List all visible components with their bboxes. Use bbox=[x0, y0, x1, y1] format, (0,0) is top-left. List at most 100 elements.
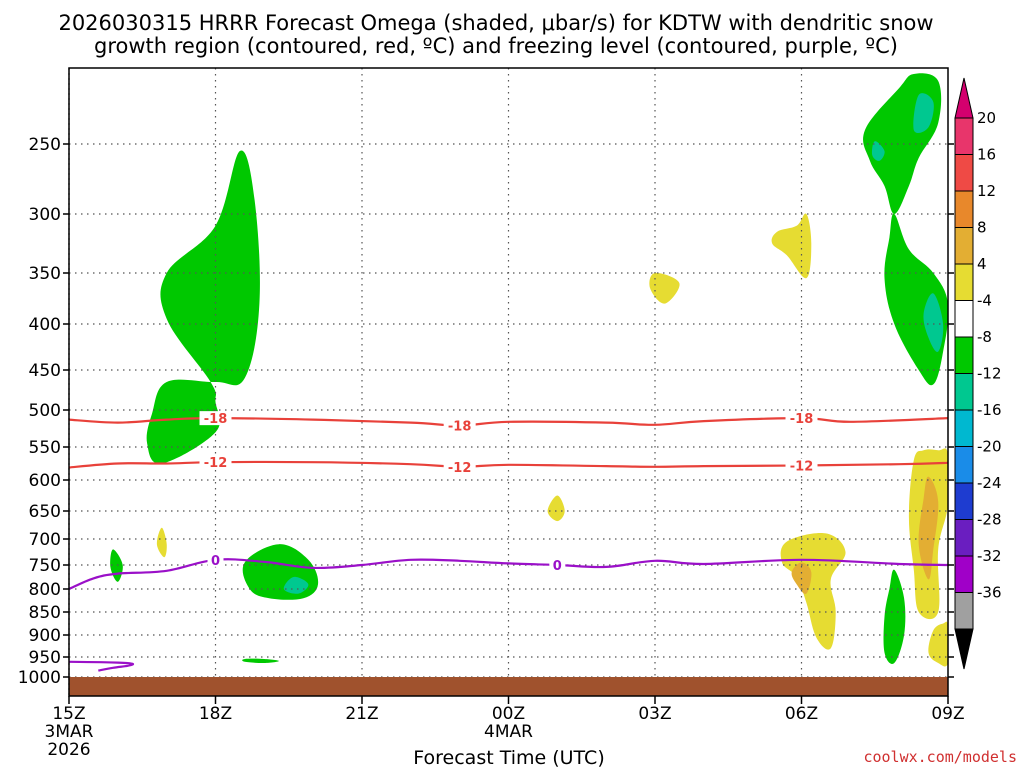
grid bbox=[69, 68, 948, 696]
y-tick-label-750: 750 bbox=[29, 556, 61, 576]
y-tick-label-700: 700 bbox=[29, 530, 61, 550]
credit-text: coolwx.com/models bbox=[863, 748, 1017, 766]
y-axis-pressure: 250 300 350 400 450 500 550 600 650 700 750 800 850 9… bbox=[18, 135, 954, 688]
y-tick-label-300: 300 bbox=[29, 205, 61, 225]
y-tick-label-450: 450 bbox=[29, 361, 61, 381]
omega-down-8-f-region bbox=[918, 476, 939, 580]
freezing-level-surface-contour bbox=[69, 660, 135, 672]
colorbar-tick-5: -4 bbox=[977, 292, 992, 310]
y-tick-label-250: 250 bbox=[29, 135, 61, 155]
dgz-minus12-label-1: -12 bbox=[448, 461, 472, 476]
omega-down-4-a-region bbox=[156, 527, 167, 558]
dgz-minus18-label-2: -18 bbox=[790, 412, 814, 427]
colorbar-tick-13: -36 bbox=[977, 584, 1002, 602]
x-tick-label-21Z: 21Z bbox=[345, 704, 378, 724]
x-tick-label-15Z: 15Z bbox=[52, 704, 85, 724]
chart-title-line1: 2026030315 HRRR Forecast Omega (shaded, … bbox=[58, 11, 933, 35]
colorbar-tick-1: 16 bbox=[977, 146, 996, 164]
colorbar-tick-3: 8 bbox=[977, 219, 987, 237]
freezing-level-label-1: 0 bbox=[553, 559, 562, 574]
colorbar-swatch-10 bbox=[954, 482, 974, 520]
colorbar-tick-4: 4 bbox=[977, 255, 987, 273]
omega-down-4-d-region bbox=[771, 213, 812, 279]
y-tick-label-500: 500 bbox=[29, 401, 61, 421]
x-tick-sublabel-00Z: 4MAR bbox=[484, 722, 533, 742]
colorbar-tick-0: 20 bbox=[977, 109, 996, 127]
colorbar-swatch-6 bbox=[954, 336, 974, 374]
colorbar-tick-2: 12 bbox=[977, 182, 996, 200]
omega-upward-minus4-f-region bbox=[884, 213, 948, 386]
y-tick-label-800: 800 bbox=[29, 580, 61, 600]
colorbar-swatch-4 bbox=[954, 263, 974, 301]
omega-upward-minus8-b-region bbox=[283, 576, 309, 594]
colorbar-swatch-0 bbox=[954, 117, 974, 155]
x-tick-sublabel-15Z: 3MAR bbox=[45, 722, 94, 742]
y-tick-label-550: 550 bbox=[29, 438, 61, 458]
x-tick-label-03Z: 03Z bbox=[638, 704, 671, 724]
freezing-level-label-bg-1 bbox=[549, 558, 566, 572]
x-tick-sublabel2-15Z: 2026 bbox=[47, 740, 90, 760]
x-tick-label-06Z: 06Z bbox=[785, 704, 818, 724]
colorbar-swatch-5 bbox=[954, 300, 974, 338]
y-tick-label-900: 900 bbox=[29, 626, 61, 646]
freezing-level-label-bg-0 bbox=[207, 552, 224, 567]
omega-down-4-e-region bbox=[780, 532, 846, 650]
colorbar-tick-8: -16 bbox=[977, 401, 1002, 419]
omega-down-4-b-region bbox=[649, 272, 680, 304]
y-tick-label-1000: 1000 bbox=[18, 668, 61, 688]
omega-down-4-c-region bbox=[547, 495, 565, 522]
freezing-level-contour bbox=[69, 558, 948, 591]
plot-area: -18 -18 -18 -12 -12 -12 0 0 bbox=[68, 67, 949, 697]
dgz-minus18-label-bg-0 bbox=[199, 411, 232, 426]
colorbar-swatch-3 bbox=[954, 227, 974, 265]
x-axis-label: Forecast Time (UTC) bbox=[413, 747, 604, 768]
y-tick-label-850: 850 bbox=[29, 603, 61, 623]
omega-upward-minus8-f-region bbox=[923, 293, 944, 353]
dgz-minus18-label-bg-1 bbox=[443, 418, 476, 433]
omega-upward-minus4-a-region bbox=[146, 150, 260, 464]
colorbar-swatch-9 bbox=[954, 446, 974, 484]
colorbar-top-arrow bbox=[954, 77, 974, 119]
colorbar-swatch-2 bbox=[954, 190, 974, 228]
colorbar-swatch-1 bbox=[954, 154, 974, 192]
x-tick-label-18Z: 18Z bbox=[199, 704, 232, 724]
omega-upward-minus8-e-region bbox=[913, 93, 934, 133]
dgz-minus12-label-0: -12 bbox=[204, 456, 228, 471]
colorbar-tick-10: -24 bbox=[977, 474, 1002, 492]
dgz-minus12-label-bg-1 bbox=[443, 459, 476, 474]
omega-upward-minus4-g-region bbox=[883, 569, 906, 664]
colorbar-swatch-8 bbox=[954, 409, 974, 447]
colorbar-tick-11: -28 bbox=[977, 511, 1002, 529]
x-tick-label-09Z: 09Z bbox=[931, 704, 964, 724]
dgz-minus18-label-bg-2 bbox=[785, 411, 818, 426]
y-tick-label-350: 350 bbox=[29, 264, 61, 284]
x-tick-label-00Z: 00Z bbox=[492, 704, 525, 724]
freezing-level-label-0: 0 bbox=[211, 554, 220, 569]
colorbar-tick-12: -32 bbox=[977, 547, 1002, 565]
colorbar-tick-7: -12 bbox=[977, 365, 1002, 383]
dgz-minus12-label-bg-0 bbox=[199, 455, 232, 470]
colorbar-swatch-12 bbox=[954, 555, 974, 593]
colorbar-bottom-arrow bbox=[954, 628, 974, 670]
dgz-minus18-label-0: -18 bbox=[204, 412, 228, 427]
colorbar-tick-6: -8 bbox=[977, 328, 992, 346]
colorbar-tick-9: -20 bbox=[977, 438, 1002, 456]
omega-upward-minus4-b-region bbox=[242, 544, 319, 600]
colorbar-omega: 20 16 12 8 4 -4 -8 -12 -16 -20 -24 -28 -32 -36 bbox=[954, 77, 1002, 670]
omega-upward-minus8-e2-region bbox=[871, 141, 885, 161]
colorbar-swatch-11 bbox=[954, 519, 974, 557]
plot-inner: -18 -18 -18 -12 -12 -12 0 0 bbox=[69, 68, 948, 696]
ground-fill bbox=[69, 677, 948, 696]
dgz-minus12-label-bg-2 bbox=[785, 458, 818, 473]
y-tick-label-950: 950 bbox=[29, 648, 61, 668]
chart-title-line2: growth region (contoured, red, ºC) and f… bbox=[94, 34, 898, 58]
omega-down-4-g-region bbox=[928, 621, 948, 667]
y-tick-label-600: 600 bbox=[29, 471, 61, 491]
omega-upward-minus4-d-region bbox=[242, 658, 279, 664]
dgz-minus12-label-2: -12 bbox=[790, 459, 814, 474]
colorbar-swatch-7 bbox=[954, 373, 974, 411]
colorbar-swatch-13 bbox=[954, 592, 974, 630]
y-tick-label-650: 650 bbox=[29, 502, 61, 522]
